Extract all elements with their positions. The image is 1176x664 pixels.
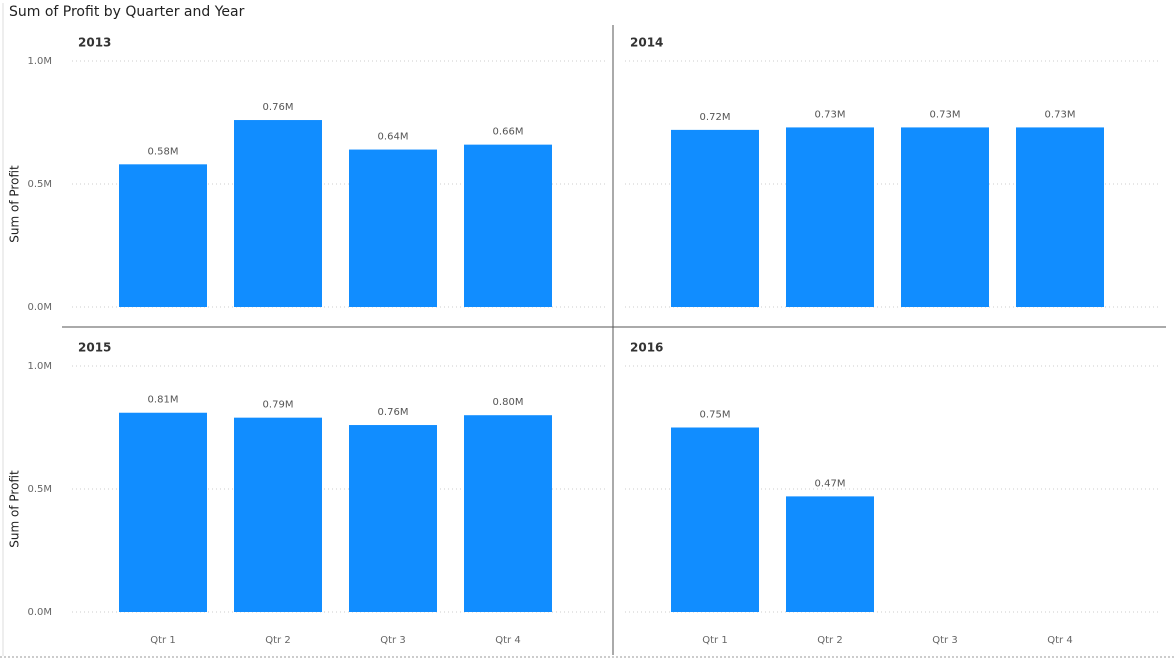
- bar: [1016, 127, 1104, 307]
- x-tick-label: Qtr 4: [495, 635, 520, 646]
- chart-title: Sum of Profit by Quarter and Year: [9, 4, 245, 20]
- panel-title: 2015: [78, 341, 111, 355]
- bar: [671, 427, 759, 612]
- bar: [901, 127, 989, 307]
- data-label: 0.73M: [930, 109, 961, 120]
- bar: [234, 120, 322, 307]
- data-label: 0.75M: [700, 410, 731, 421]
- data-label: 0.72M: [700, 112, 731, 123]
- y-axis-label: Sum of Profit: [8, 165, 22, 243]
- panel-title: 2013: [78, 36, 111, 50]
- data-label: 0.80M: [493, 397, 524, 408]
- x-tick-label: Qtr 3: [932, 635, 957, 646]
- y-tick-label: 1.0M: [27, 361, 52, 372]
- data-label: 0.66M: [493, 127, 524, 138]
- data-label: 0.79M: [263, 400, 294, 411]
- bar: [786, 496, 874, 612]
- data-label: 0.73M: [815, 109, 846, 120]
- bar: [349, 425, 437, 612]
- data-label: 0.64M: [378, 132, 409, 143]
- x-tick-label: Qtr 1: [702, 635, 727, 646]
- data-label: 0.76M: [263, 102, 294, 113]
- bar: [234, 417, 322, 612]
- y-tick-label: 1.0M: [27, 56, 52, 67]
- x-tick-label: Qtr 1: [150, 635, 175, 646]
- x-tick-label: Qtr 2: [265, 635, 290, 646]
- panel-title: 2014: [630, 36, 663, 50]
- y-tick-label: 0.5M: [27, 179, 52, 190]
- x-tick-label: Qtr 3: [380, 635, 405, 646]
- bar: [464, 144, 552, 307]
- data-label: 0.47M: [815, 478, 846, 489]
- y-tick-label: 0.5M: [27, 484, 52, 495]
- data-label: 0.58M: [148, 146, 179, 157]
- data-label: 0.81M: [148, 395, 179, 406]
- panel-title: 2016: [630, 341, 663, 355]
- x-tick-label: Qtr 4: [1047, 635, 1072, 646]
- x-tick-label: Qtr 2: [817, 635, 842, 646]
- y-tick-label: 0.0M: [27, 302, 52, 313]
- bar: [786, 127, 874, 307]
- y-tick-label: 0.0M: [27, 607, 52, 618]
- bar: [119, 412, 207, 612]
- bar: [671, 129, 759, 307]
- data-label: 0.76M: [378, 407, 409, 418]
- bar: [464, 415, 552, 612]
- bar: [119, 164, 207, 307]
- data-label: 0.73M: [1045, 109, 1076, 120]
- y-axis-label: Sum of Profit: [8, 470, 22, 548]
- bar: [349, 149, 437, 307]
